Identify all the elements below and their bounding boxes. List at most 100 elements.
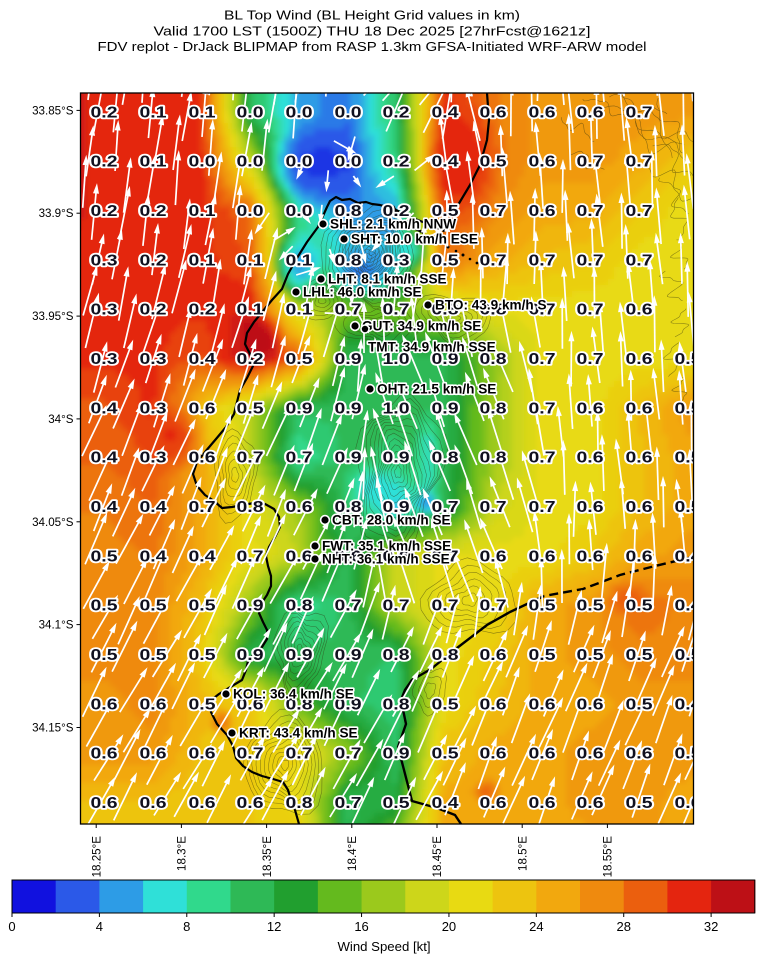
svg-text:LHL: 46.0 km/h SE: LHL: 46.0 km/h SE — [303, 285, 422, 300]
svg-text:0.5: 0.5 — [189, 696, 216, 713]
svg-text:0.8: 0.8 — [480, 302, 507, 319]
svg-text:0.6: 0.6 — [140, 696, 167, 713]
svg-text:0.3: 0.3 — [91, 351, 118, 368]
svg-text:33.85°S: 33.85°S — [32, 104, 74, 117]
svg-text:0.6: 0.6 — [626, 548, 653, 565]
svg-text:33.9°S: 33.9°S — [39, 207, 74, 220]
svg-text:0.5: 0.5 — [675, 351, 702, 368]
svg-text:0.4: 0.4 — [91, 499, 118, 516]
svg-text:0.9: 0.9 — [286, 647, 313, 664]
svg-text:0.6: 0.6 — [237, 795, 264, 812]
svg-text:0.6: 0.6 — [577, 450, 604, 467]
svg-text:KRT: 43.4 km/h SE: KRT: 43.4 km/h SE — [239, 726, 358, 741]
svg-text:0.1: 0.1 — [286, 302, 313, 319]
svg-text:0.2: 0.2 — [383, 104, 410, 121]
svg-text:0.1: 0.1 — [286, 252, 313, 269]
svg-text:0.7: 0.7 — [529, 400, 556, 417]
svg-text:0.7: 0.7 — [626, 203, 653, 220]
svg-text:0.7: 0.7 — [626, 154, 653, 171]
svg-text:0: 0 — [8, 919, 15, 934]
svg-text:0.4: 0.4 — [675, 598, 702, 615]
svg-text:8: 8 — [183, 919, 190, 934]
svg-text:0.7: 0.7 — [237, 746, 264, 763]
svg-text:0.5: 0.5 — [432, 746, 459, 763]
svg-text:0.6: 0.6 — [529, 154, 556, 171]
svg-text:BTO: 43.9 km/h S: BTO: 43.9 km/h S — [435, 298, 547, 313]
svg-text:0.1: 0.1 — [189, 252, 216, 269]
svg-text:0.2: 0.2 — [237, 351, 264, 368]
svg-text:Wind Speed [kt]: Wind Speed [kt] — [337, 939, 430, 954]
svg-text:0.5: 0.5 — [626, 696, 653, 713]
svg-text:0.6: 0.6 — [480, 104, 507, 121]
svg-text:1.0: 1.0 — [383, 351, 410, 368]
svg-text:0.7: 0.7 — [529, 499, 556, 516]
svg-text:0.6: 0.6 — [626, 450, 653, 467]
svg-text:0.6: 0.6 — [91, 795, 118, 812]
svg-text:0.6: 0.6 — [577, 548, 604, 565]
svg-text:0.6: 0.6 — [140, 746, 167, 763]
svg-text:0.4: 0.4 — [91, 450, 118, 467]
svg-text:0.5: 0.5 — [529, 598, 556, 615]
svg-text:0.5: 0.5 — [140, 647, 167, 664]
svg-text:0.7: 0.7 — [432, 598, 459, 615]
svg-text:0.7: 0.7 — [577, 154, 604, 171]
svg-text:0.5: 0.5 — [626, 795, 653, 812]
svg-text:0.0: 0.0 — [335, 154, 362, 171]
svg-text:0.7: 0.7 — [335, 795, 362, 812]
svg-text:0.8: 0.8 — [286, 598, 313, 615]
svg-text:0.4: 0.4 — [91, 400, 118, 417]
svg-text:18.3°E: 18.3°E — [176, 836, 189, 871]
svg-text:0.5: 0.5 — [675, 647, 702, 664]
svg-text:FDV replot - DrJack BLIPMAP fr: FDV replot - DrJack BLIPMAP from RASP 1.… — [98, 39, 647, 54]
svg-text:CBT: 28.0 km/h SE: CBT: 28.0 km/h SE — [332, 513, 451, 528]
svg-text:0.9: 0.9 — [383, 499, 410, 516]
svg-text:0.7: 0.7 — [432, 499, 459, 516]
svg-text:34.1°S: 34.1°S — [39, 619, 74, 632]
svg-text:0.1: 0.1 — [237, 252, 264, 269]
svg-text:0.0: 0.0 — [237, 104, 264, 121]
svg-text:33.95°S: 33.95°S — [32, 310, 74, 323]
svg-text:0.6: 0.6 — [577, 499, 604, 516]
svg-text:0.2: 0.2 — [91, 104, 118, 121]
svg-text:0.7: 0.7 — [577, 351, 604, 368]
svg-text:0.7: 0.7 — [529, 351, 556, 368]
svg-text:0.9: 0.9 — [383, 450, 410, 467]
svg-text:0.7: 0.7 — [335, 746, 362, 763]
svg-text:0.8: 0.8 — [432, 450, 459, 467]
svg-text:0.5: 0.5 — [626, 598, 653, 615]
svg-text:28: 28 — [616, 919, 630, 934]
svg-text:0.5: 0.5 — [237, 400, 264, 417]
svg-text:0.2: 0.2 — [383, 203, 410, 220]
svg-text:0.7: 0.7 — [577, 203, 604, 220]
svg-text:0.6: 0.6 — [529, 548, 556, 565]
svg-text:0.9: 0.9 — [286, 400, 313, 417]
svg-text:0.5: 0.5 — [189, 598, 216, 615]
svg-text:0.2: 0.2 — [91, 154, 118, 171]
svg-text:0.0: 0.0 — [286, 203, 313, 220]
svg-text:0.7: 0.7 — [529, 450, 556, 467]
svg-text:0.6: 0.6 — [140, 795, 167, 812]
svg-text:0.8: 0.8 — [335, 499, 362, 516]
svg-text:0.7: 0.7 — [383, 598, 410, 615]
svg-text:0.7: 0.7 — [480, 598, 507, 615]
svg-text:0.5: 0.5 — [675, 746, 702, 763]
svg-text:0.6: 0.6 — [626, 351, 653, 368]
svg-text:0.6: 0.6 — [335, 548, 362, 565]
svg-text:0.8: 0.8 — [335, 252, 362, 269]
svg-text:34°S: 34°S — [48, 413, 74, 426]
svg-text:0.5: 0.5 — [432, 696, 459, 713]
svg-text:SHL: 2.1 km/h NNW: SHL: 2.1 km/h NNW — [330, 217, 456, 232]
svg-text:0.6: 0.6 — [626, 302, 653, 319]
svg-text:0.5: 0.5 — [189, 647, 216, 664]
svg-text:0.6: 0.6 — [286, 499, 313, 516]
svg-text:0.2: 0.2 — [140, 203, 167, 220]
svg-text:18.35°E: 18.35°E — [261, 836, 274, 878]
svg-text:0.2: 0.2 — [140, 252, 167, 269]
svg-text:0.9: 0.9 — [335, 647, 362, 664]
svg-text:0.6: 0.6 — [91, 696, 118, 713]
svg-text:0.9: 0.9 — [237, 598, 264, 615]
svg-text:0.8: 0.8 — [286, 795, 313, 812]
svg-text:0.8: 0.8 — [480, 351, 507, 368]
svg-text:0.6: 0.6 — [529, 203, 556, 220]
svg-text:0.7: 0.7 — [335, 598, 362, 615]
